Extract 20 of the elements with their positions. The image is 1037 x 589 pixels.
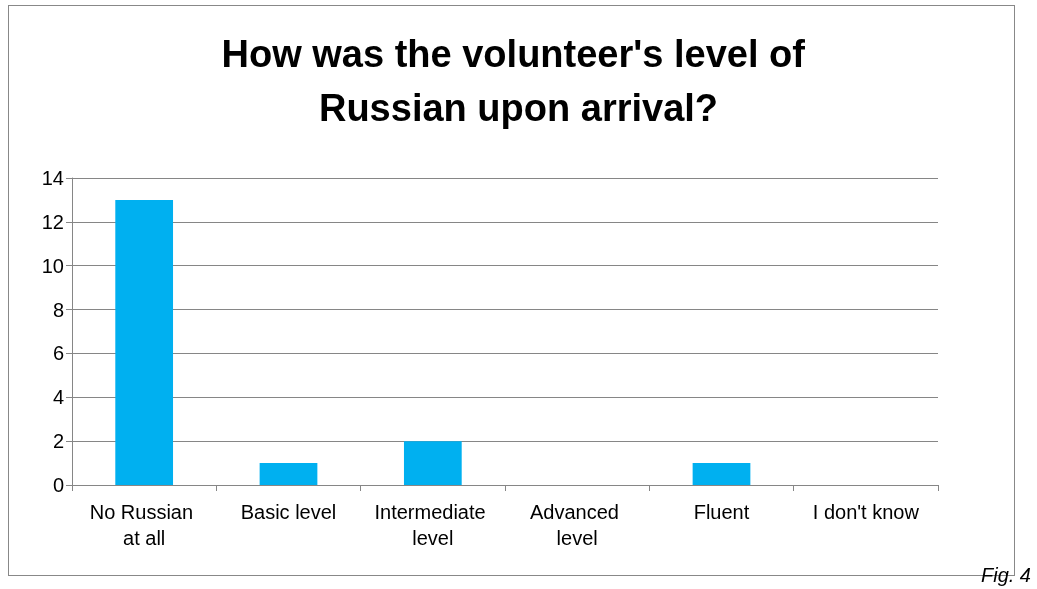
- x-tick-label: Intermediate level: [374, 501, 492, 549]
- y-tick-label: 6: [52, 342, 64, 365]
- y-tick-label: 2: [52, 430, 64, 453]
- x-tick-label: No Russian at all: [89, 501, 199, 549]
- bar: [115, 199, 174, 485]
- x-tick-label: Advanced level: [529, 501, 625, 549]
- x-tick-label: Fluent: [693, 501, 750, 523]
- bar: [692, 463, 751, 485]
- x-tick-label: I don't know: [812, 501, 920, 523]
- chart-title: How was the volunteer's level of Russian upon arrival?: [221, 33, 816, 129]
- y-tick-label: 4: [52, 386, 64, 409]
- x-tick-label: Basic level: [240, 501, 337, 523]
- y-tick-label: 12: [41, 210, 64, 233]
- y-tick-label: 8: [52, 298, 64, 321]
- caption: Fig. 4: [980, 564, 1031, 587]
- y-tick-label: 10: [41, 254, 64, 277]
- y-tick-label: 14: [41, 167, 64, 189]
- bar: [259, 463, 318, 485]
- bar: [403, 441, 462, 485]
- y-tick-label: 0: [52, 474, 64, 496]
